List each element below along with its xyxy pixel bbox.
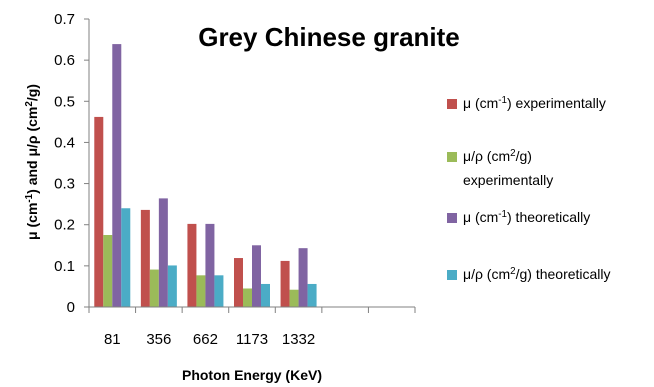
x-tick-label: 81: [104, 331, 121, 348]
legend-swatch: [447, 213, 457, 223]
legend-entry: μ (cm-1) experimentally: [463, 95, 606, 112]
x-axis-label: Photon Energy (KeV): [182, 367, 322, 383]
bar: [280, 260, 290, 307]
x-tick-label: 1173: [236, 331, 268, 348]
bar: [261, 283, 270, 307]
bar: [140, 209, 150, 307]
legend-entry: μ (cm-1) theoretically: [463, 209, 590, 226]
bar: [214, 275, 224, 307]
y-tick-label: 0.3: [54, 176, 75, 193]
bar: [289, 289, 299, 307]
bars: [94, 44, 317, 308]
bar: [196, 275, 206, 307]
bar: [112, 44, 122, 308]
bar: [121, 208, 131, 307]
bar: [243, 288, 252, 307]
y-tick-label: 0.5: [54, 93, 75, 110]
y-tick-label: 0.4: [54, 134, 75, 151]
y-tick-label: 0.1: [54, 258, 75, 275]
x-axis-ticks: 81 356 662 1173 1332: [88, 307, 416, 348]
bar: [234, 258, 243, 307]
y-tick-label: 0.6: [54, 52, 75, 69]
bar: [167, 265, 177, 307]
bar: [307, 283, 317, 307]
y-axis-label: μ (cm-1) and μ/ρ (cm2/g): [24, 84, 41, 240]
legend-entry-line2: experimentally: [463, 172, 553, 188]
legend-swatch: [447, 99, 457, 109]
bar: [94, 116, 104, 307]
legend-swatch: [447, 270, 457, 280]
bar: [298, 248, 308, 307]
legend-entry: μ/ρ (cm2/g): [463, 148, 532, 165]
bar: [205, 223, 215, 307]
y-tick-label: 0.2: [54, 217, 75, 234]
legend: μ (cm-1) experimentally μ/ρ (cm2/g) experi…: [447, 95, 611, 283]
bar: [103, 235, 113, 307]
bar: [158, 198, 168, 307]
bar: [187, 223, 197, 307]
bar: [149, 269, 159, 307]
x-tick-label: 662: [193, 331, 218, 348]
y-tick-label: 0: [67, 299, 75, 316]
x-tick-label: 1332: [282, 331, 315, 348]
legend-swatch: [447, 152, 457, 162]
bar: [252, 245, 261, 307]
chart-title: Grey Chinese granite: [198, 22, 460, 52]
y-tick-label: 0.7: [54, 11, 75, 28]
y-axis-ticks: 0 0.1 0.2 0.3 0.4 0.5 0.6 0.7: [54, 11, 89, 316]
axes: [88, 19, 415, 308]
legend-entry: μ/ρ (cm2/g) theoretically: [463, 266, 611, 283]
x-tick-label: 356: [146, 331, 171, 348]
